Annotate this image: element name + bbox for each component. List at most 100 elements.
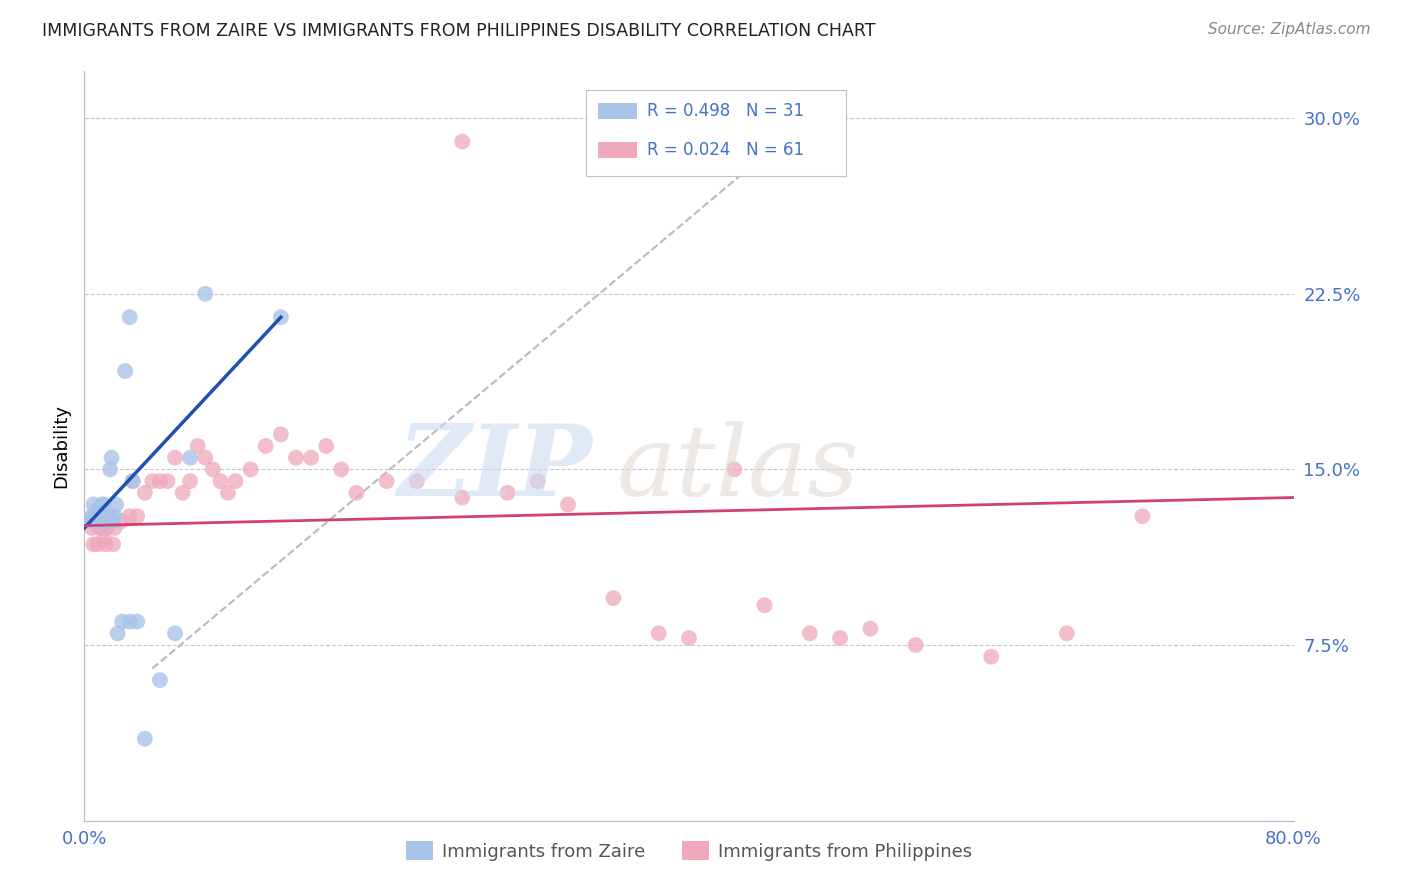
Point — [678, 631, 700, 645]
Point — [96, 509, 118, 524]
Point — [101, 537, 124, 551]
Point — [156, 474, 179, 488]
Text: R = 0.498   N = 31: R = 0.498 N = 31 — [647, 102, 804, 120]
Point — [375, 474, 398, 488]
Point — [179, 474, 201, 488]
Point — [118, 509, 141, 524]
Point — [1056, 626, 1078, 640]
Point — [96, 521, 118, 535]
Point — [80, 521, 103, 535]
Text: ZIP: ZIP — [398, 420, 592, 516]
Point — [723, 462, 745, 476]
Point — [451, 135, 474, 149]
Point — [217, 485, 239, 500]
Point — [451, 491, 474, 505]
Point — [270, 427, 292, 442]
Point — [82, 537, 104, 551]
Point — [121, 474, 143, 488]
Text: IMMIGRANTS FROM ZAIRE VS IMMIGRANTS FROM PHILIPPINES DISABILITY CORRELATION CHAR: IMMIGRANTS FROM ZAIRE VS IMMIGRANTS FROM… — [42, 22, 876, 40]
Point — [80, 509, 103, 524]
Point — [94, 537, 117, 551]
Point — [225, 474, 247, 488]
Point — [346, 485, 368, 500]
Point — [134, 485, 156, 500]
Point — [87, 537, 110, 551]
Point — [527, 474, 550, 488]
Text: atlas: atlas — [616, 421, 859, 516]
Point — [97, 509, 120, 524]
Point — [107, 626, 129, 640]
Point — [105, 498, 128, 512]
Point — [141, 474, 163, 488]
Point — [149, 673, 172, 688]
Point — [754, 599, 776, 613]
Point — [172, 485, 194, 500]
Point — [118, 615, 141, 629]
Point — [93, 533, 115, 547]
Point — [86, 509, 108, 524]
Point — [90, 514, 112, 528]
Point — [91, 521, 114, 535]
Point — [149, 474, 172, 488]
Point — [87, 502, 110, 516]
Point — [93, 498, 115, 512]
Point — [285, 450, 308, 465]
Point — [859, 622, 882, 636]
Point — [98, 509, 121, 524]
Point — [111, 514, 134, 528]
Point — [557, 498, 579, 512]
FancyBboxPatch shape — [599, 142, 637, 158]
Point — [118, 310, 141, 325]
Point — [904, 638, 927, 652]
Point — [165, 626, 187, 640]
Point — [84, 509, 107, 524]
Point — [980, 649, 1002, 664]
Point — [299, 450, 322, 465]
Point — [77, 514, 100, 528]
Point — [1130, 509, 1153, 524]
Point — [270, 310, 292, 325]
FancyBboxPatch shape — [599, 103, 637, 120]
Legend: Immigrants from Zaire, Immigrants from Philippines: Immigrants from Zaire, Immigrants from P… — [399, 834, 979, 868]
Point — [82, 498, 104, 512]
Point — [89, 509, 111, 524]
Point — [114, 364, 136, 378]
Point — [799, 626, 821, 640]
Point — [121, 474, 143, 488]
Point — [315, 439, 337, 453]
Point — [91, 498, 114, 512]
Point — [194, 450, 217, 465]
Point — [602, 591, 624, 606]
Point — [111, 615, 134, 629]
Point — [194, 286, 217, 301]
Text: Source: ZipAtlas.com: Source: ZipAtlas.com — [1208, 22, 1371, 37]
Point — [209, 474, 232, 488]
Point — [648, 626, 671, 640]
Point — [84, 514, 107, 528]
Point — [100, 450, 122, 465]
Point — [77, 514, 100, 528]
Point — [254, 439, 277, 453]
Point — [104, 509, 127, 524]
Text: R = 0.024   N = 61: R = 0.024 N = 61 — [647, 141, 804, 159]
Point — [406, 474, 429, 488]
Point — [201, 462, 224, 476]
Point — [104, 521, 127, 535]
Point — [330, 462, 353, 476]
Point — [127, 615, 149, 629]
Point — [94, 514, 117, 528]
Point — [89, 521, 111, 535]
Point — [90, 514, 112, 528]
Point — [100, 514, 122, 528]
Point — [496, 485, 519, 500]
Point — [134, 731, 156, 746]
Point — [98, 462, 121, 476]
Point — [187, 439, 209, 453]
Point — [97, 514, 120, 528]
Point — [101, 514, 124, 528]
Point — [179, 450, 201, 465]
Point — [165, 450, 187, 465]
Point — [239, 462, 262, 476]
Y-axis label: Disability: Disability — [52, 404, 70, 488]
FancyBboxPatch shape — [586, 90, 846, 177]
